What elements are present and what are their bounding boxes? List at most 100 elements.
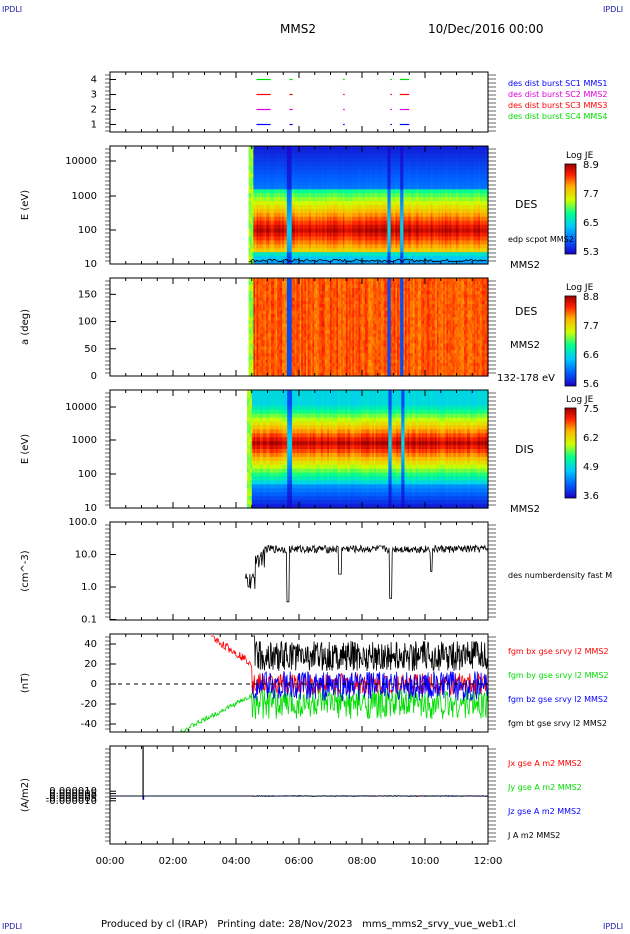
heatmap-cell [315, 240, 318, 245]
heatmap-cell [323, 146, 326, 151]
heatmap-cell [285, 189, 288, 194]
heatmap-cell [315, 205, 318, 210]
heatmap-cell [317, 244, 320, 249]
heatmap-cell [309, 252, 312, 257]
heatmap-cell [326, 216, 329, 222]
heatmap-cell [259, 208, 262, 214]
heatmap-cell [267, 248, 270, 253]
heatmap-cell [258, 169, 261, 175]
heatmap-cell [301, 185, 304, 190]
heatmap-cell [326, 177, 329, 182]
heatmap-cell [330, 165, 333, 171]
heatmap-cell [267, 149, 270, 155]
heatmap-cell [323, 240, 326, 245]
heatmap-cell [293, 205, 296, 210]
heatmap-cell [259, 185, 262, 190]
heatmap-cell [250, 232, 253, 238]
heatmap-cell [285, 252, 288, 257]
heatmap-cell [298, 220, 301, 226]
heatmap-cell [253, 248, 256, 253]
heatmap-cell [322, 236, 325, 241]
heatmap-cell [341, 165, 344, 171]
heatmap-cell [323, 256, 326, 261]
heatmap-cell [306, 181, 309, 186]
heatmap-cell [337, 248, 341, 253]
heatmap-cell [259, 248, 262, 253]
heatmap-cell [352, 201, 355, 206]
heatmap-cell [318, 197, 322, 202]
heatmap-cell [259, 197, 262, 202]
heatmap-cell [314, 181, 317, 186]
heatmap-cell [291, 212, 294, 218]
heatmap-cell [262, 252, 266, 257]
heatmap-cell [275, 228, 278, 234]
heatmap-cell [299, 244, 302, 249]
heatmap-cell [277, 236, 280, 241]
heatmap-cell [290, 189, 293, 194]
heatmap-cell [280, 260, 283, 265]
heatmap-cell [333, 169, 336, 175]
heatmap-cell [258, 161, 261, 167]
heatmap-cell [261, 256, 264, 261]
heatmap-cell [286, 228, 290, 234]
heatmap-cell [342, 193, 345, 198]
heatmap-cell [344, 197, 347, 202]
heatmap-cell [350, 149, 353, 155]
heatmap-cell [344, 157, 347, 163]
heatmap-cell [328, 177, 331, 182]
heatmap-cell [283, 212, 286, 218]
heatmap-cell [307, 185, 310, 190]
heatmap-cell [342, 220, 345, 226]
heatmap-cell [336, 197, 339, 202]
heatmap-cell [253, 161, 256, 167]
heatmap-cell [256, 185, 259, 190]
heatmap-cell [251, 236, 254, 241]
heatmap-cell [251, 197, 254, 202]
heatmap-cell [323, 228, 326, 234]
heatmap-cell [251, 177, 254, 182]
heatmap-cell [339, 149, 342, 155]
heatmap-cell [282, 201, 285, 206]
heatmap-cell [254, 165, 258, 171]
heatmap-cell [275, 146, 278, 151]
heatmap-cell [325, 240, 328, 245]
heatmap-cell [296, 181, 299, 186]
heatmap-cell [256, 153, 259, 159]
heatmap-cell [283, 252, 286, 257]
heatmap-cell [264, 216, 267, 222]
heatmap-cell [315, 157, 318, 163]
heatmap-cell [325, 201, 328, 206]
heatmap-cell [336, 240, 339, 245]
heatmap-cell [293, 173, 296, 179]
heatmap-cell [333, 232, 336, 238]
heatmap-cell [307, 205, 310, 210]
heatmap-cell [339, 228, 342, 234]
heatmap-cell [302, 232, 306, 238]
heatmap-cell [267, 146, 270, 151]
heatmap-cell [310, 220, 314, 226]
heatmap-cell [250, 181, 253, 186]
heatmap-cell [264, 201, 267, 206]
heatmap-cell [296, 169, 299, 175]
heatmap-cell [301, 248, 304, 253]
heatmap-cell [310, 149, 314, 155]
heatmap-cell [266, 232, 269, 238]
heatmap-cell [286, 212, 290, 218]
heatmap-cell [293, 201, 296, 206]
heatmap-cell [294, 212, 298, 218]
heatmap-cell [347, 205, 350, 210]
heatmap-cell [270, 157, 274, 163]
heatmap-cell [317, 228, 320, 234]
heatmap-cell [310, 169, 314, 175]
heatmap-cell [270, 260, 274, 265]
heatmap-cell [293, 208, 296, 214]
heatmap-cell [322, 201, 325, 206]
heatmap-cell [258, 256, 261, 261]
heatmap-cell [290, 244, 293, 249]
heatmap-cell [349, 161, 352, 167]
heatmap-cell [274, 177, 277, 182]
heatmap-cell [298, 169, 301, 175]
heatmap-cell [315, 177, 318, 182]
heatmap-cell [325, 212, 328, 218]
heatmap-cell [254, 260, 258, 265]
